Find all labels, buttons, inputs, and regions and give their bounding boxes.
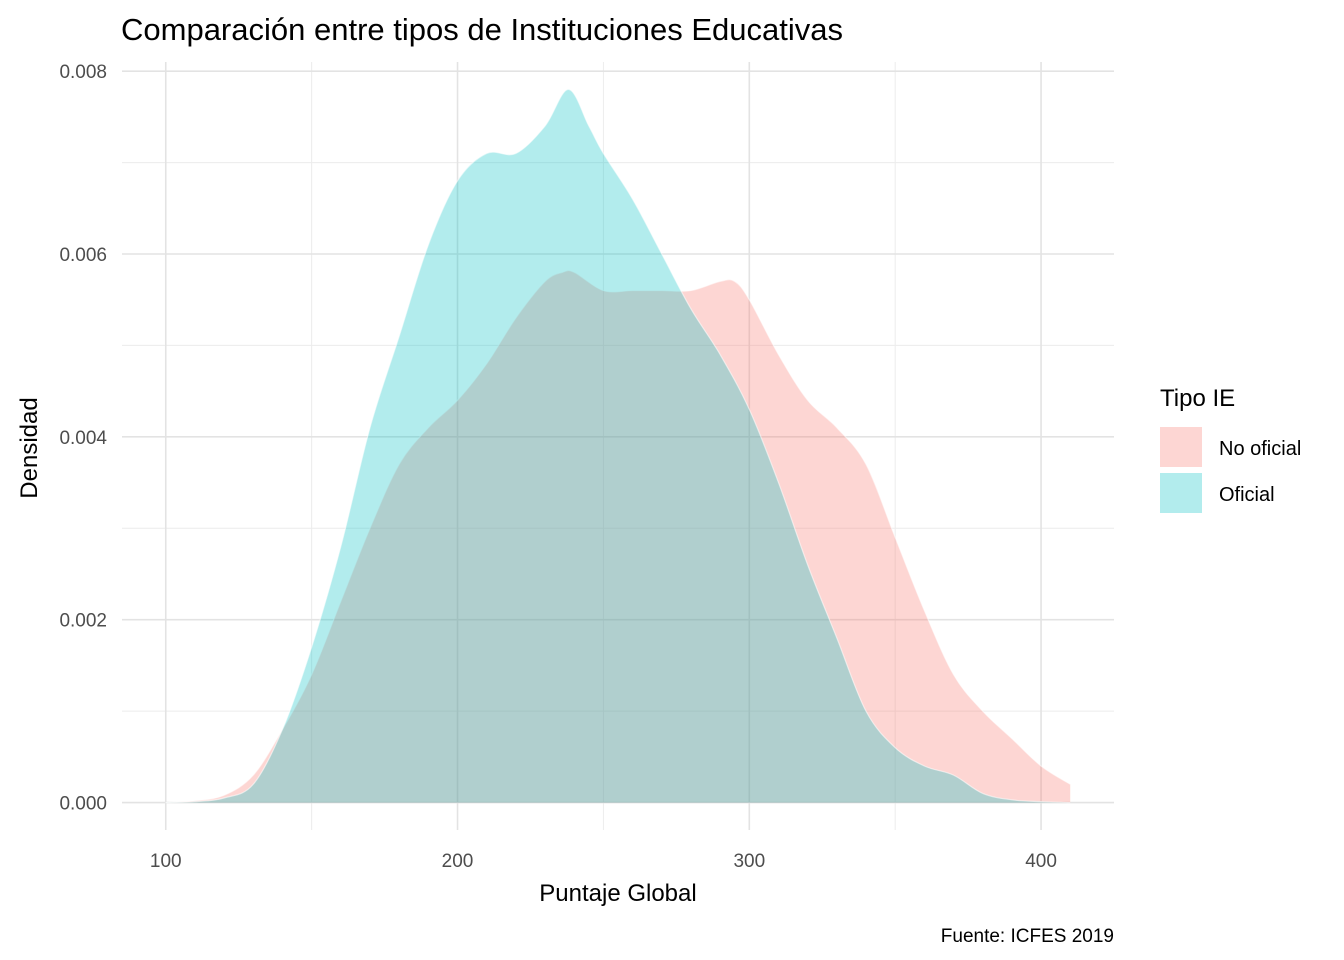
density-area-oficial	[165, 89, 1071, 803]
legend-label-oficial: Oficial	[1219, 484, 1275, 506]
y-axis-title: Densidad	[16, 397, 43, 498]
legend: No oficial Oficial	[1160, 427, 1301, 513]
density-area-no-oficial	[165, 270, 1071, 803]
legend-key-no-oficial	[1160, 427, 1202, 467]
density-areas	[165, 88, 1071, 804]
y-tick-label: 0.002	[59, 611, 107, 632]
y-tick-label: 0.006	[59, 245, 107, 266]
chart-title: Comparación entre tipos de Instituciones…	[121, 12, 843, 47]
legend-key-oficial	[1160, 473, 1202, 513]
legend-label-no-oficial: No oficial	[1219, 438, 1301, 460]
y-tick-label: 0.008	[59, 62, 107, 83]
density-outline-no-oficial	[165, 269, 1071, 804]
grid-major	[122, 62, 1114, 830]
grid-minor	[122, 62, 1114, 830]
chart-caption: Fuente: ICFES 2019	[941, 926, 1114, 947]
x-tick-label: 400	[1025, 851, 1057, 872]
y-tick-label: 0.004	[59, 428, 107, 449]
x-axis-title: Puntaje Global	[539, 880, 696, 907]
x-tick-label: 100	[150, 851, 182, 872]
density-outline-oficial	[165, 88, 1071, 804]
x-tick-label: 300	[733, 851, 765, 872]
y-tick-labels: 0.000 0.002 0.004 0.006 0.008	[59, 62, 107, 814]
x-tick-labels: 100 200 300 400	[150, 851, 1057, 872]
legend-title: Tipo IE	[1160, 385, 1235, 412]
y-tick-label: 0.000	[59, 794, 107, 815]
x-tick-label: 200	[442, 851, 474, 872]
